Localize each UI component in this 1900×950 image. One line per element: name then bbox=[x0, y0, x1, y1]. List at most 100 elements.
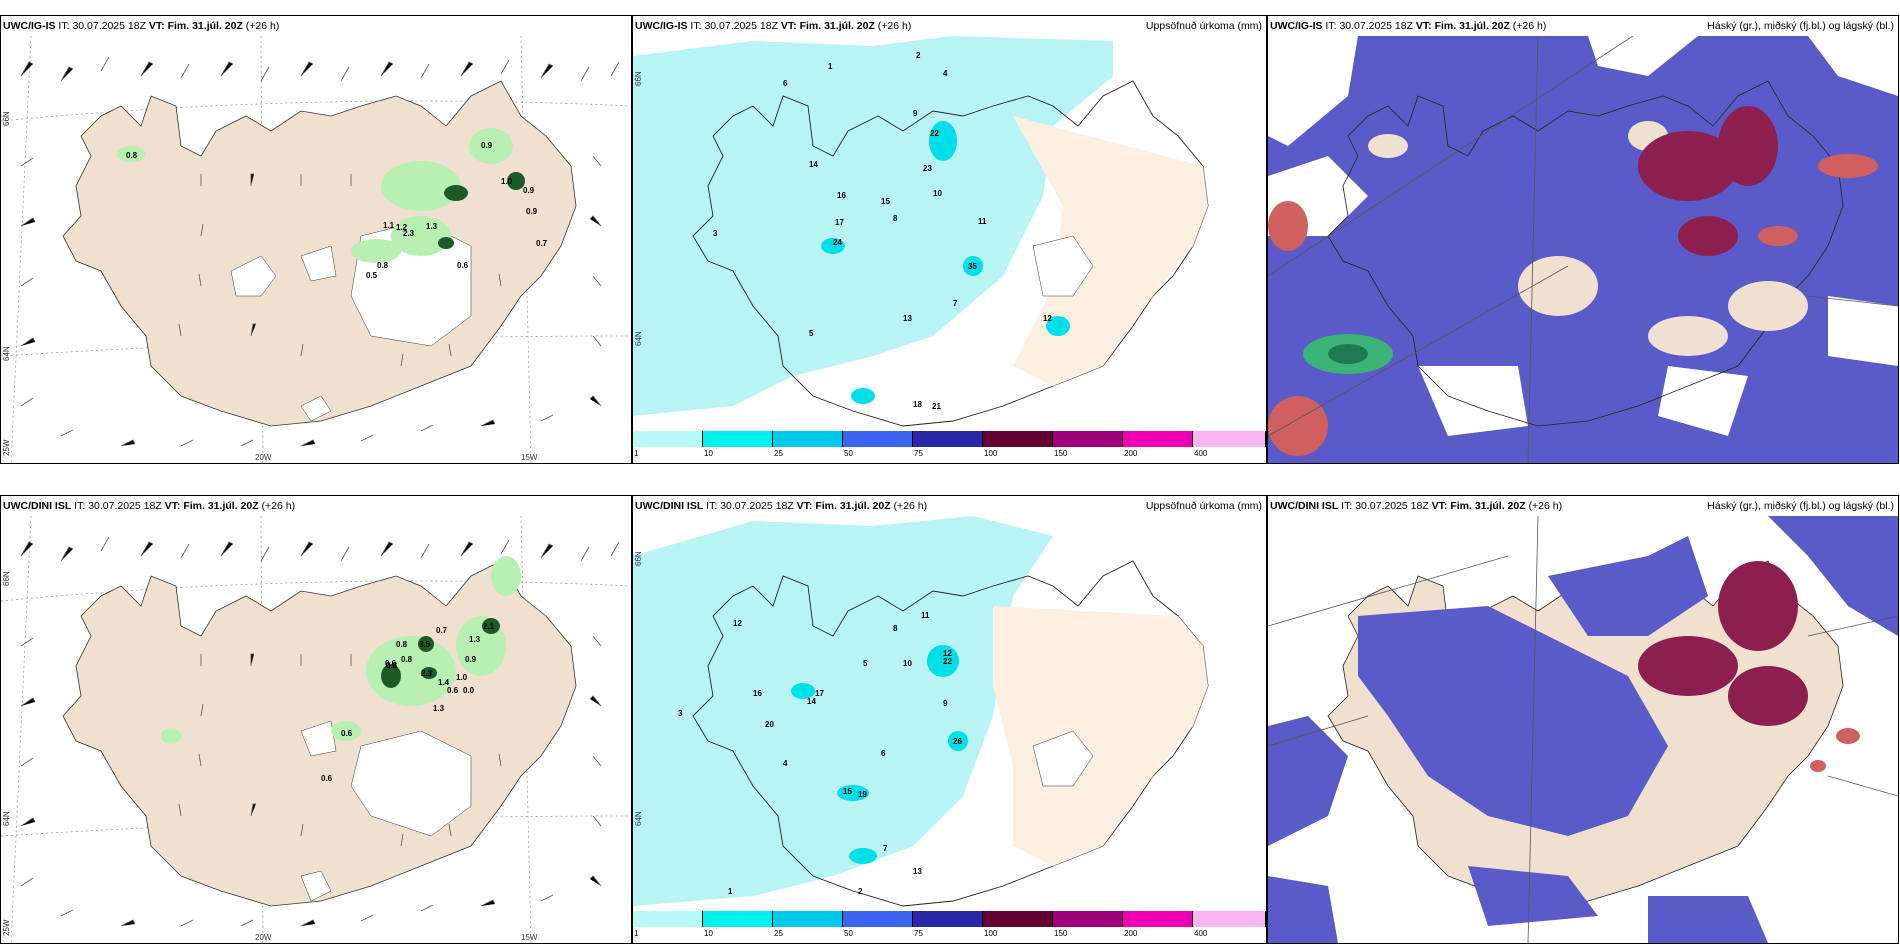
iceland-coastline bbox=[692, 80, 1209, 427]
colorbar-segment bbox=[1123, 911, 1193, 927]
svg-text:9: 9 bbox=[943, 699, 948, 708]
wind-value: 0.6 bbox=[341, 729, 353, 738]
svg-text:5: 5 bbox=[809, 329, 814, 338]
colorbar-tick: 1 bbox=[634, 449, 639, 458]
cloud-map bbox=[1268, 516, 1898, 943]
wind-value: 0.9 bbox=[526, 207, 538, 216]
svg-text:1: 1 bbox=[828, 62, 833, 71]
svg-text:26: 26 bbox=[953, 737, 962, 746]
colorbar-tick: 75 bbox=[914, 929, 923, 938]
colorbar-segment bbox=[773, 431, 843, 447]
colorbar-segment bbox=[913, 911, 983, 927]
lon-label: 20W bbox=[255, 933, 272, 942]
svg-text:15: 15 bbox=[881, 197, 890, 206]
svg-text:4: 4 bbox=[943, 69, 948, 78]
svg-text:5: 5 bbox=[863, 659, 868, 668]
colorbar-segment bbox=[1193, 431, 1266, 447]
colorbar-tick: 1 bbox=[634, 929, 639, 938]
svg-text:12: 12 bbox=[943, 649, 952, 658]
wind-value: 0.9 bbox=[481, 141, 493, 150]
wind-value: 0.8 bbox=[401, 655, 413, 664]
wind-value: 0.6 bbox=[457, 261, 469, 270]
wind-value: 2.3 bbox=[403, 229, 415, 238]
precip-panel-bottom: UWC/DINI ISL IT: 30.07.2025 18Z VT: Fim.… bbox=[632, 495, 1267, 944]
lat-label: 64N bbox=[2, 811, 11, 826]
svg-text:2: 2 bbox=[916, 51, 921, 60]
svg-text:7: 7 bbox=[953, 299, 958, 308]
svg-text:22: 22 bbox=[943, 657, 952, 666]
precip-values: 1 2 3 4 5 6 7 8 9 10 11 12 13 14 15 16 1… bbox=[713, 51, 1052, 411]
lat-label: 64N bbox=[634, 811, 643, 826]
svg-text:24: 24 bbox=[833, 238, 842, 247]
colorbar-tick: 50 bbox=[844, 929, 853, 938]
svg-text:11: 11 bbox=[921, 611, 930, 620]
svg-text:3: 3 bbox=[678, 709, 683, 718]
lon-label: 25W bbox=[2, 919, 11, 936]
wind-panel-bottom: UWC/DINI ISL IT: 30.07.2025 18Z VT: Fim.… bbox=[0, 495, 632, 944]
colorbar-segment bbox=[843, 431, 913, 447]
lon-label: 15W bbox=[521, 453, 538, 462]
wind-value: 2.1 bbox=[483, 622, 495, 631]
svg-text:6: 6 bbox=[881, 749, 886, 758]
wind-map: 0.8 0.7 3.5 2.1 0.8 0.6 1.3 0.9 2.3 1.4 … bbox=[1, 516, 631, 943]
lat-label: 66N bbox=[2, 111, 11, 126]
wind-value: 2.3 bbox=[421, 669, 433, 678]
lat-label: 66N bbox=[634, 71, 643, 86]
panel-title: UWC/IG-IS IT: 30.07.2025 18Z VT: Fim. 31… bbox=[1270, 20, 1547, 32]
wind-value: 0.8 bbox=[396, 640, 408, 649]
wind-value: 3.5 bbox=[419, 640, 431, 649]
svg-text:13: 13 bbox=[913, 867, 922, 876]
lon-label: 20W bbox=[255, 453, 272, 462]
svg-text:11: 11 bbox=[978, 217, 987, 226]
precip-panel-top: UWC/IG-IS IT: 30.07.2025 18Z VT: Fim. 31… bbox=[632, 15, 1267, 464]
svg-text:35: 35 bbox=[968, 262, 977, 271]
svg-text:2: 2 bbox=[858, 887, 863, 896]
svg-text:16: 16 bbox=[753, 689, 762, 698]
colorbar-tick: 150 bbox=[1054, 929, 1068, 938]
colorbar-segment bbox=[1053, 431, 1123, 447]
colorbar: 1 10 25 50 75 100 150 200 400 bbox=[633, 431, 1266, 461]
colorbar-tick: 25 bbox=[774, 929, 783, 938]
iceland-coastline bbox=[692, 560, 1209, 907]
colorbar-tick: 25 bbox=[774, 449, 783, 458]
lat-label: 66N bbox=[2, 571, 11, 586]
colorbar: 1 10 25 50 75 100 150 200 400 bbox=[633, 911, 1266, 941]
wind-value: 0.0 bbox=[463, 686, 475, 695]
wind-value: 1.2 bbox=[396, 223, 408, 232]
colorbar-tick: 200 bbox=[1124, 929, 1138, 938]
svg-text:15: 15 bbox=[843, 787, 852, 796]
wind-value: 0.8 bbox=[386, 661, 398, 670]
svg-text:20: 20 bbox=[765, 720, 774, 729]
svg-text:14: 14 bbox=[809, 160, 818, 169]
lat-label: 64N bbox=[2, 346, 11, 361]
wind-value: 1.4 bbox=[438, 678, 450, 687]
panel-title: UWC/IG-IS IT: 30.07.2025 18Z VT: Fim. 31… bbox=[635, 20, 912, 32]
svg-text:3: 3 bbox=[713, 229, 718, 238]
precip-title: Uppsöfnuð úrkoma (mm) bbox=[1145, 20, 1262, 32]
colorbar-segment bbox=[983, 431, 1053, 447]
colorbar-segment bbox=[843, 911, 913, 927]
colorbar-segment bbox=[913, 431, 983, 447]
wind-value: 0.6 bbox=[447, 686, 459, 695]
colorbar-segment bbox=[633, 431, 703, 447]
svg-text:7: 7 bbox=[883, 844, 888, 853]
lon-label: 25W bbox=[2, 439, 11, 456]
cloud-map bbox=[1268, 36, 1898, 463]
colorbar-tick: 200 bbox=[1124, 449, 1138, 458]
svg-text:12: 12 bbox=[1043, 314, 1052, 323]
colorbar-tick: 50 bbox=[844, 449, 853, 458]
wind-value: 0.8 bbox=[126, 151, 138, 160]
svg-text:23: 23 bbox=[923, 164, 932, 173]
precip-map: 1 2 3 4 5 6 7 8 9 10 11 12 13 14 15 16 1… bbox=[633, 36, 1209, 427]
wind-value: 0.5 bbox=[366, 271, 378, 280]
wind-value: 1.1 bbox=[383, 221, 395, 230]
svg-text:13: 13 bbox=[903, 314, 912, 323]
wind-barbs bbox=[20, 56, 620, 447]
wind-value: 1.0 bbox=[501, 177, 513, 186]
svg-text:6: 6 bbox=[783, 79, 788, 88]
wind-value: 0.9 bbox=[465, 655, 477, 664]
svg-text:12: 12 bbox=[733, 619, 742, 628]
colorbar-tick: 10 bbox=[704, 929, 713, 938]
colorbar-segment bbox=[1053, 911, 1123, 927]
svg-text:10: 10 bbox=[933, 189, 942, 198]
